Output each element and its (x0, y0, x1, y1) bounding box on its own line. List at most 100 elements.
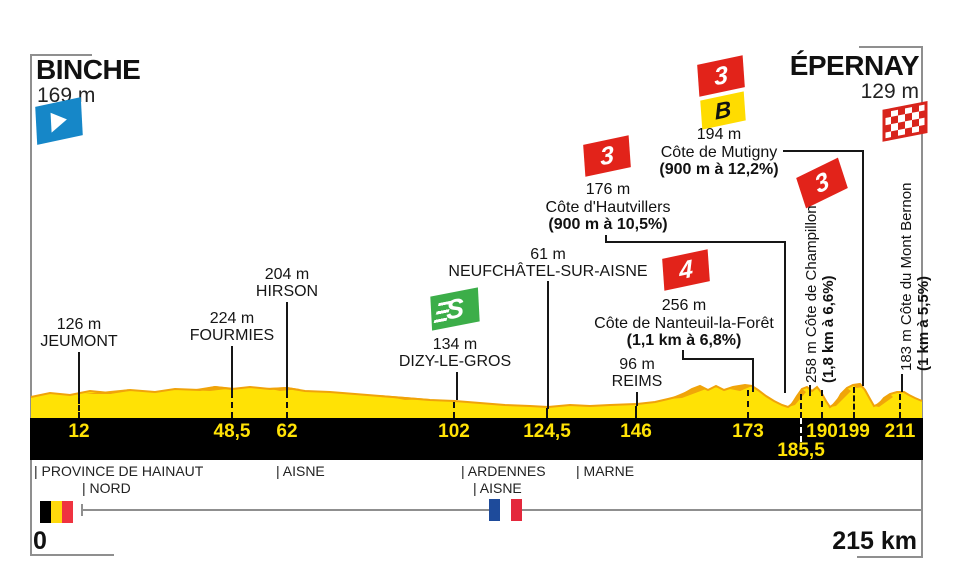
km-tick-label: 124,5 (523, 421, 571, 442)
place-elevation: 96 m (619, 356, 655, 373)
region-label-marne: | MARNE (576, 463, 635, 479)
km-tick-label: 146 (620, 421, 652, 442)
elevation-profile (30, 382, 923, 460)
finish-city-elevation: 129 m (860, 80, 919, 103)
leader-line-mont-bernon (901, 374, 903, 392)
leader-line-hautvillers-h (605, 241, 786, 243)
leader-line-champillon (809, 385, 811, 396)
category-flag-hautvillers: 3 (583, 135, 631, 177)
finish-checkered-flag-icon (882, 101, 928, 142)
place-label-dizy-le-gros: 134 m DIZY-LE-GROS (399, 336, 511, 370)
place-name: NEUFCHÂTEL-SUR-AISNE (448, 263, 648, 280)
place-elevation: 134 m (432, 336, 478, 353)
frame-stub-top-right (859, 46, 923, 48)
category-number: 4 (678, 254, 694, 285)
climb-label-mutigny: 194 m Côte de Mutigny (900 m à 12,2%) (659, 126, 778, 179)
finish-city-name: ÉPERNAY (789, 50, 920, 81)
distance-start-label: 0 (33, 527, 47, 555)
region-label-hainaut: | PROVINCE DE HAINAUT (34, 463, 204, 479)
place-line-jeumont (78, 352, 80, 398)
category-flag-nanteuil: 4 (662, 249, 710, 291)
region-label-aisne-2: | AISNE (473, 480, 522, 496)
climb-gradient: (1 km à 5,5%) (915, 275, 932, 371)
category-number: 3 (713, 60, 729, 91)
tick-dash-190 (821, 390, 823, 418)
place-name: DIZY-LE-GROS (398, 353, 512, 370)
tick-dash-48-5 (231, 392, 233, 418)
climb-name: 183 m Côte du Mont Bernon (898, 182, 915, 371)
frame-line-right (921, 46, 923, 558)
bonus-flag-mutigny: B (700, 91, 746, 130)
climb-elevation: 194 m (696, 126, 742, 143)
km-tick-label: 190 (806, 421, 838, 442)
climb-elevation: 256 m (661, 297, 707, 314)
tick-dash-199 (853, 387, 855, 418)
region-label-nord: | NORD (82, 480, 131, 496)
climb-label-nanteuil: 256 m Côte de Nanteuil-la-Forêt (1,1 km … (594, 297, 774, 350)
tick-dash-146 (635, 406, 637, 418)
leader-line-nanteuil-v2 (752, 358, 754, 392)
leader-line-nanteuil-v1 (682, 350, 684, 360)
km-tick-label: 12 (68, 421, 90, 442)
start-flag-icon (35, 97, 83, 145)
category-flag-champillon: 3 (796, 157, 848, 209)
start-city-name: BINCHE (36, 54, 141, 85)
tick-dash-62 (286, 392, 288, 418)
climb-label-hautvillers: 176 m Côte d'Hautvillers (900 m à 10,5%) (546, 181, 671, 234)
leader-line-nanteuil-h (682, 358, 754, 360)
category-flag-mutigny: 3 (697, 55, 745, 97)
km-tick-label: 211 (884, 421, 916, 442)
place-label-jeumont: 126 m JEUMONT (40, 316, 117, 350)
km-axis-band (30, 418, 923, 460)
place-label-hirson: 204 m HIRSON (256, 266, 318, 300)
france-flag-icon (489, 499, 522, 521)
km-tick-label: 48,5 (213, 421, 251, 442)
tick-dash-124-5 (546, 408, 548, 418)
frame-line-left (30, 54, 32, 556)
place-elevation: 126 m (56, 316, 102, 333)
place-label-fourmies: 224 m FOURMIES (190, 310, 274, 344)
region-label-aisne: | AISNE (276, 463, 325, 479)
climb-gradient: (1,8 km à 6,6%) (820, 275, 837, 383)
tick-dash-173 (747, 390, 749, 418)
frame-stub-bottom-right (857, 556, 923, 558)
km-tick-label: 199 (838, 421, 870, 442)
place-elevation: 204 m (264, 266, 310, 283)
tick-dash-185-5 (800, 394, 802, 418)
category-number: 3 (599, 140, 615, 171)
tick-dash-211 (899, 394, 901, 418)
climb-name: Côte de Nanteuil-la-Forêt (594, 314, 774, 332)
leader-line-mutigny-h (783, 150, 864, 152)
leader-line-hautvillers-v2 (784, 241, 786, 393)
start-flag-play-icon (50, 109, 68, 133)
frame-stub-top-left (30, 54, 92, 56)
category-number: 3 (811, 166, 833, 199)
region-label-ardennes: | ARDENNES (461, 463, 546, 479)
km-tick-label: 185,5 (777, 440, 825, 461)
tick-dash-102 (453, 402, 455, 418)
distance-total-label: 215 km (832, 527, 917, 555)
tick-dash-12 (78, 398, 80, 418)
place-name: REIMS (611, 373, 663, 390)
place-line-hirson (286, 302, 288, 394)
bonus-letter: B (713, 95, 733, 125)
place-name: JEUMONT (40, 333, 118, 350)
km-tick-label: 62 (276, 421, 298, 442)
climb-name: Côte de Mutigny (660, 143, 778, 161)
climb-name: Côte d'Hautvillers (545, 198, 671, 216)
tick-dash-185-5-white (800, 418, 802, 442)
climb-label-champillon: 258 m Côte de Champillon (1,8 km à 6,6%) (803, 205, 837, 383)
climb-name: 258 m Côte de Champillon (803, 205, 820, 383)
climb-gradient: (900 m à 10,5%) (548, 216, 668, 233)
frame-stub-bottom-left (30, 554, 114, 556)
place-elevation: 224 m (209, 310, 255, 327)
climb-gradient: (1,1 km à 6,8%) (626, 332, 742, 349)
climb-gradient: (900 m à 12,2%) (659, 161, 779, 178)
place-name: FOURMIES (189, 327, 275, 344)
place-line-neufchatel (547, 281, 549, 409)
place-label-neufchatel: 61 m NEUFCHÂTEL-SUR-AISNE (448, 246, 647, 280)
place-line-dizy-le-gros (456, 372, 458, 400)
place-label-reims: 96 m REIMS (612, 356, 663, 390)
belgium-flag-icon (40, 501, 73, 523)
